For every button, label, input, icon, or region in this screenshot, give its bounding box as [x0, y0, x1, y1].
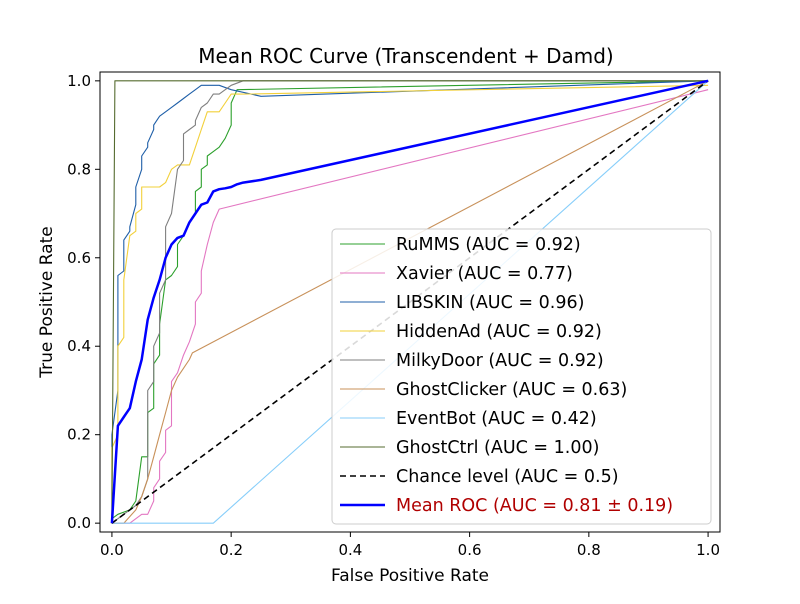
legend-box — [331, 228, 712, 525]
legend-label: Chance level (AUC = 0.5) — [396, 467, 619, 487]
series-line-mean-roc — [110, 79, 709, 524]
x-tick-label: 0.4 — [338, 541, 362, 559]
y-axis-label: True Positive Rate — [37, 226, 57, 378]
plot-frame — [99, 71, 721, 533]
series-line-libskin — [111, 80, 709, 524]
chart-title: Mean ROC Curve (Transcendent + Damd) — [198, 44, 613, 68]
y-tick-label: 0.8 — [67, 160, 91, 178]
legend-label: HiddenAd (AUC = 0.92) — [396, 322, 602, 342]
y-tick-label: 0.6 — [67, 249, 91, 267]
y-tick-label: 0.0 — [67, 514, 91, 532]
axis-ticks: 0.0 0.2 0.4 0.6 0.8 1.0 0.0 0.2 0.4 0.6 0.8 1.0 — [67, 72, 720, 559]
legend-entries: RuMMS (AUC = 0.92) Xavier (AUC = 0.77) LIB… — [340, 235, 673, 516]
x-tick-label: 0.6 — [458, 541, 482, 559]
x-tick-label: 0.8 — [577, 541, 601, 559]
series-line-eventbot — [111, 80, 709, 524]
y-tick-label: 1.0 — [67, 72, 91, 90]
y-tick-label: 0.4 — [67, 337, 91, 355]
legend-label: Mean ROC (AUC = 0.81 ± 0.19) — [396, 496, 673, 516]
y-tick-label: 0.2 — [67, 426, 91, 444]
series-layer — [110, 79, 709, 524]
x-tick-label: 1.0 — [696, 541, 720, 559]
series-line-rumms — [111, 80, 709, 524]
legend-label: GhostClicker (AUC = 0.63) — [396, 380, 627, 400]
legend-label: Xavier (AUC = 0.77) — [396, 264, 573, 284]
x-tick-label: 0.0 — [100, 541, 124, 559]
series-line-ghostctrl — [111, 80, 709, 524]
legend: RuMMS (AUC = 0.92) Xavier (AUC = 0.77) LIB… — [331, 228, 712, 525]
legend-label: LIBSKIN (AUC = 0.96) — [396, 293, 584, 313]
legend-label: MilkyDoor (AUC = 0.92) — [396, 351, 604, 371]
legend-label: EventBot (AUC = 0.42) — [396, 409, 597, 429]
legend-label: RuMMS (AUC = 0.92) — [396, 235, 581, 255]
series-line-hiddenad — [111, 84, 709, 524]
x-axis-label: False Positive Rate — [331, 566, 489, 586]
x-tick-label: 0.2 — [219, 541, 243, 559]
series-line-ghostclicker — [111, 80, 709, 524]
series-line-xavier — [111, 89, 709, 524]
legend-label: GhostCtrl (AUC = 1.00) — [396, 438, 599, 458]
